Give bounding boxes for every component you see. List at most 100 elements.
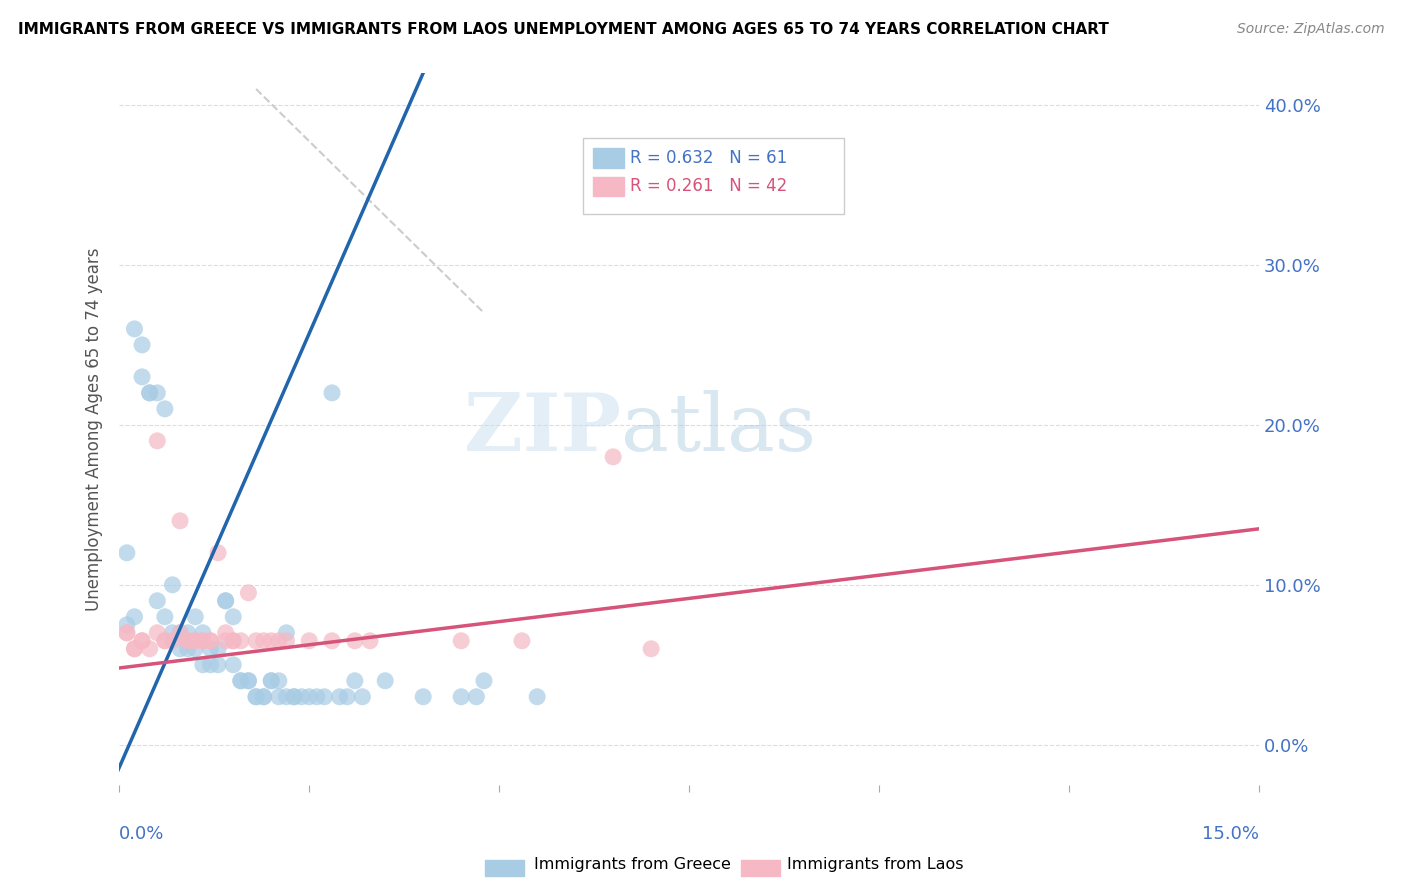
Point <box>267 673 290 688</box>
Point <box>305 690 328 704</box>
Point <box>124 322 146 336</box>
Point <box>602 450 624 464</box>
Point <box>176 641 198 656</box>
Point <box>222 657 245 672</box>
Point <box>200 657 222 672</box>
Point <box>253 690 276 704</box>
Text: ZIP: ZIP <box>464 390 620 468</box>
Point <box>276 690 298 704</box>
Text: atlas: atlas <box>620 390 815 468</box>
Point <box>267 633 290 648</box>
Point <box>245 690 267 704</box>
Point <box>291 690 314 704</box>
Point <box>131 338 153 352</box>
Point <box>298 690 321 704</box>
Point <box>238 673 260 688</box>
Point <box>191 633 214 648</box>
Point <box>253 633 276 648</box>
Point <box>283 690 305 704</box>
Text: Source: ZipAtlas.com: Source: ZipAtlas.com <box>1237 22 1385 37</box>
Point <box>131 370 153 384</box>
Point <box>169 625 191 640</box>
Point <box>222 609 245 624</box>
Point <box>162 625 184 640</box>
Point <box>138 641 160 656</box>
Point <box>207 657 229 672</box>
Point <box>184 633 207 648</box>
Point <box>450 690 472 704</box>
Point <box>131 633 153 648</box>
Point <box>153 401 176 416</box>
Point <box>124 641 146 656</box>
Point <box>336 690 359 704</box>
Point <box>191 657 214 672</box>
Point <box>214 594 236 608</box>
Point <box>472 673 495 688</box>
Point <box>162 633 184 648</box>
Point <box>298 633 321 648</box>
Text: R = 0.261   N = 42: R = 0.261 N = 42 <box>630 178 787 195</box>
Point <box>115 546 138 560</box>
Point <box>138 385 160 400</box>
Point <box>176 625 198 640</box>
Point <box>229 633 252 648</box>
Point <box>245 690 267 704</box>
Point <box>169 641 191 656</box>
Point <box>153 633 176 648</box>
Point <box>238 586 260 600</box>
Point <box>450 633 472 648</box>
Point <box>146 625 169 640</box>
Point <box>321 385 343 400</box>
Point <box>214 633 236 648</box>
Point <box>245 633 267 648</box>
Point <box>146 385 169 400</box>
Point <box>267 690 290 704</box>
Point <box>253 690 276 704</box>
Point <box>276 625 298 640</box>
Point <box>124 641 146 656</box>
Text: IMMIGRANTS FROM GREECE VS IMMIGRANTS FROM LAOS UNEMPLOYMENT AMONG AGES 65 TO 74 : IMMIGRANTS FROM GREECE VS IMMIGRANTS FRO… <box>18 22 1109 37</box>
Point <box>359 633 381 648</box>
Point <box>510 633 533 648</box>
Point <box>314 690 336 704</box>
Point <box>184 633 207 648</box>
Point <box>207 546 229 560</box>
Point <box>276 633 298 648</box>
Text: Immigrants from Greece: Immigrants from Greece <box>534 857 731 872</box>
Point <box>153 609 176 624</box>
Point <box>176 633 198 648</box>
Point <box>169 514 191 528</box>
Point <box>162 578 184 592</box>
Point <box>115 617 138 632</box>
Point <box>352 690 374 704</box>
Point <box>343 633 366 648</box>
Point <box>412 690 434 704</box>
Point <box>115 625 138 640</box>
Point <box>465 690 488 704</box>
Point <box>200 641 222 656</box>
Point <box>131 633 153 648</box>
Point <box>260 673 283 688</box>
Point <box>191 625 214 640</box>
Text: Immigrants from Laos: Immigrants from Laos <box>787 857 965 872</box>
Point <box>283 690 305 704</box>
Point <box>138 385 160 400</box>
Point <box>184 609 207 624</box>
Point <box>229 673 252 688</box>
Point <box>184 641 207 656</box>
Point <box>640 641 662 656</box>
Point <box>115 625 138 640</box>
Point <box>260 633 283 648</box>
Point <box>222 633 245 648</box>
Point <box>321 633 343 648</box>
Text: R = 0.632   N = 61: R = 0.632 N = 61 <box>630 149 787 167</box>
Point <box>222 633 245 648</box>
Point <box>329 690 352 704</box>
Text: 0.0%: 0.0% <box>120 825 165 843</box>
Point <box>176 633 198 648</box>
Point <box>207 641 229 656</box>
Point <box>124 609 146 624</box>
Point <box>238 673 260 688</box>
Point <box>146 434 169 448</box>
Point <box>214 594 236 608</box>
